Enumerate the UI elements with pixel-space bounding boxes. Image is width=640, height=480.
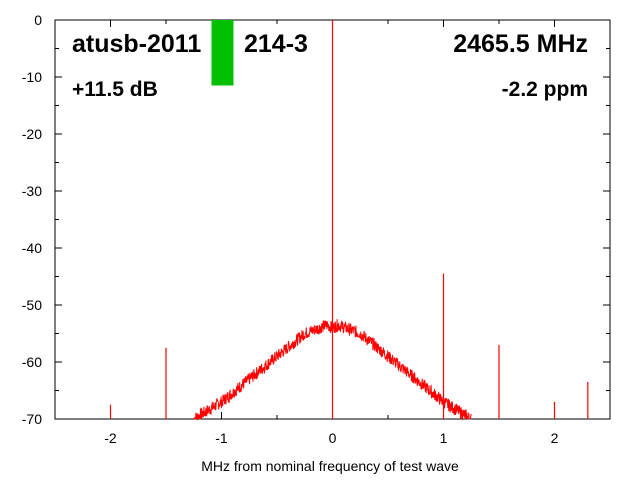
y-tick-label: -40 [22, 240, 42, 256]
x-axis-title: MHz from nominal frequency of test wave [201, 458, 459, 474]
x-tick-label: 1 [440, 430, 448, 446]
x-tick-label: -1 [215, 430, 228, 446]
y-tick-label: -20 [22, 126, 42, 142]
device-label: atusb-2011 [72, 30, 201, 58]
x-tick-label: 0 [329, 430, 337, 446]
plot-area: 0-10-20-30-40-50-60-70 -2 -1 0 1 2 [22, 12, 611, 446]
spike-series [109, 20, 589, 419]
y-tick-label: -50 [22, 297, 42, 313]
level-bar [211, 20, 234, 86]
y-tick-label: -70 [22, 411, 42, 427]
y-tick-label: -30 [22, 183, 42, 199]
y-tick-label: -60 [22, 354, 42, 370]
x-tick-label: 2 [551, 430, 559, 446]
device-suffix-label: 214-3 [244, 30, 308, 58]
y-tick-label: -10 [22, 69, 42, 85]
y-axis: 0 -10 -20 -30 -40 -50 -60 -70 [22, 12, 610, 427]
x-tick-label: -2 [104, 430, 117, 446]
gain-label: +11.5 dB [72, 78, 158, 101]
ppm-label: -2.2 ppm [502, 78, 588, 101]
frequency-label: 2465.5 MHz [453, 30, 588, 58]
y-tick-label: 0 [34, 12, 42, 28]
